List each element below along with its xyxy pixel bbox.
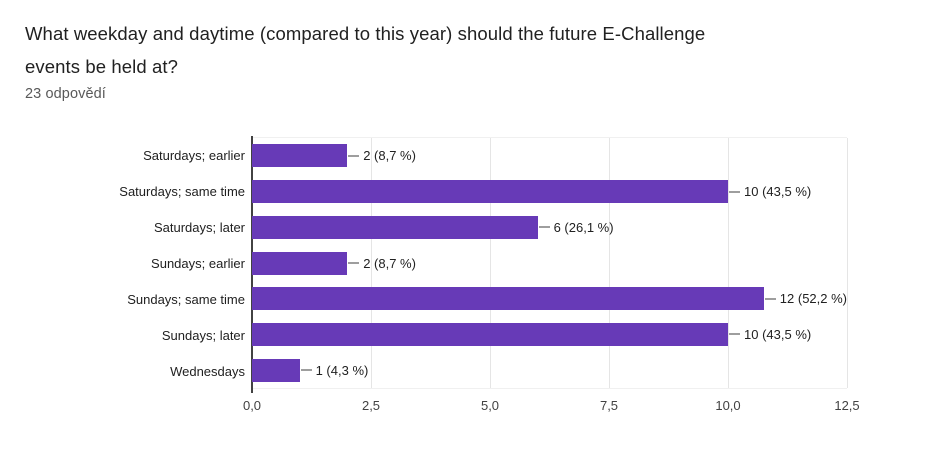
- bar-value-label: 10 (43,5 %): [744, 184, 812, 200]
- bar-row: 2 (8,7 %): [252, 138, 847, 174]
- question-title: What weekday and daytime (compared to th…: [25, 23, 706, 77]
- bar-row: 10 (43,5 %): [252, 174, 847, 210]
- category-label: Sundays; earlier: [151, 255, 245, 271]
- x-axis-ticks: 0,0 2,5 5,0 7,5 10,0 12,5: [243, 398, 860, 416]
- x-tick: 12,5: [834, 398, 860, 413]
- gridline: [609, 138, 610, 388]
- category-label: Sundays; same time: [127, 291, 245, 307]
- chart-plot-area: 2 (8,7 %) 10 (43,5 %) 6 (26,1 %) 2 (8,7 …: [252, 137, 848, 389]
- bar-value-label: 12 (52,2 %): [779, 291, 847, 307]
- bar-row: 6 (26,1 %): [252, 209, 847, 245]
- bar-row: 1 (4,3 %): [252, 352, 847, 388]
- bar-sundays-later: [252, 322, 728, 346]
- x-tick: 0,0: [242, 398, 262, 413]
- bar-sundays-earlier: [252, 251, 348, 275]
- bar-sundays-same-time: [252, 287, 764, 311]
- category-label: Saturdays; earlier: [143, 147, 245, 163]
- x-tick: 2,5: [361, 398, 381, 413]
- value-leader-line: [729, 190, 740, 193]
- value-leader-line: [538, 226, 550, 229]
- bar-saturdays-earlier: [252, 144, 348, 168]
- gridline: [371, 138, 372, 388]
- gridline: [490, 138, 491, 388]
- value-leader-line: [348, 262, 360, 265]
- bar-saturdays-same-time: [252, 180, 728, 204]
- bar-value-label: 1 (4,3 %): [315, 362, 369, 378]
- bar-value-label: 10 (43,5 %): [744, 326, 812, 342]
- bar-wednesdays: [252, 358, 300, 382]
- x-tick: 5,0: [480, 398, 500, 413]
- x-tick: 10,0: [715, 398, 741, 413]
- value-leader-line: [729, 333, 740, 336]
- category-label: Saturdays; same time: [119, 183, 245, 199]
- bar-value-label: 6 (26,1 %): [553, 219, 614, 235]
- bar-row: 2 (8,7 %): [252, 245, 847, 281]
- bar-value-label: 2 (8,7 %): [363, 148, 416, 164]
- responses-count: 23 odpovědí: [25, 86, 106, 102]
- gridline: [847, 138, 848, 388]
- category-axis-labels: Saturdays; earlier Saturdays; same time …: [0, 137, 245, 389]
- category-label: Saturdays; later: [153, 219, 245, 235]
- category-label: Wednesdays: [170, 363, 245, 379]
- value-leader-line: [300, 369, 312, 372]
- bar-row: 10 (43,5 %): [252, 317, 847, 353]
- x-tick: 7,5: [599, 398, 619, 413]
- value-leader-line: [348, 154, 360, 157]
- bar-saturdays-later: [252, 215, 538, 239]
- bar-value-label: 2 (8,7 %): [363, 255, 416, 271]
- bar-rows: 2 (8,7 %) 10 (43,5 %) 6 (26,1 %) 2 (8,7 …: [252, 138, 847, 388]
- category-label: Sundays; later: [161, 327, 245, 343]
- gridline: [728, 138, 729, 388]
- bar-row: 12 (52,2 %): [252, 281, 847, 317]
- value-leader-line: [764, 297, 776, 300]
